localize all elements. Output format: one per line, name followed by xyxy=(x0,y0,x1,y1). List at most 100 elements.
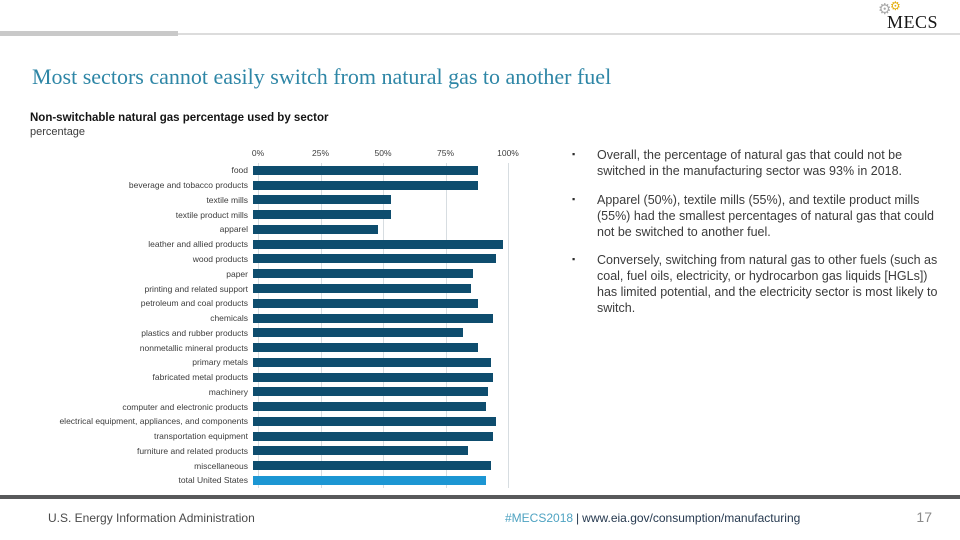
gridline xyxy=(320,163,322,488)
page-title: Most sectors cannot easily switch from n… xyxy=(32,64,612,89)
page-number: 17 xyxy=(916,509,932,525)
chart-row: petroleum and coal products xyxy=(30,296,512,311)
category-label: petroleum and coal products xyxy=(140,298,248,309)
bar-track xyxy=(253,195,512,205)
category-label: wood products xyxy=(192,253,248,264)
header-divider xyxy=(0,33,960,35)
bar-track xyxy=(253,210,512,220)
bar-track xyxy=(253,475,512,485)
footer-organization: U.S. Energy Information Administration xyxy=(48,511,255,525)
bar xyxy=(253,343,478,353)
chart-row: leather and allied products xyxy=(30,237,512,252)
bar xyxy=(253,298,478,308)
chart-unit-label: percentage xyxy=(30,126,86,138)
bullet-text: Overall, the percentage of natural gas t… xyxy=(597,148,903,178)
bar xyxy=(253,239,503,249)
chart-rows: food beverage and tobacco products textile… xyxy=(30,163,512,488)
category-label: computer and electronic products xyxy=(122,401,248,412)
bar xyxy=(253,357,491,367)
x-tick-label: 75% xyxy=(436,148,455,158)
category-label: plastics and rubber products xyxy=(141,327,248,338)
bar xyxy=(253,475,486,485)
footer-hashtag: #MECS2018 xyxy=(505,511,574,525)
category-label: machinery xyxy=(208,386,248,397)
bullet-text: Apparel (50%), textile mills (55%), and … xyxy=(597,192,935,239)
footer-link: #MECS2018 | www.eia.gov/consumption/manufa… xyxy=(505,511,800,525)
bar-track xyxy=(253,372,512,382)
category-label: food xyxy=(231,165,248,176)
category-label: electrical equipment, appliances, and co… xyxy=(59,416,248,427)
category-label: transportation equipment xyxy=(153,431,248,442)
category-label: fabricated metal products xyxy=(152,372,248,383)
gear-icon: ⚙ xyxy=(878,1,892,18)
x-axis: 0% 25% 50% 75% 100% xyxy=(30,148,519,162)
bar xyxy=(253,431,493,441)
chart-row: total United States xyxy=(30,473,512,488)
category-label: apparel xyxy=(219,224,248,235)
gridline xyxy=(258,163,259,488)
category-label: beverage and tobacco products xyxy=(128,180,248,191)
bar-track xyxy=(253,387,512,397)
bar-track xyxy=(253,269,512,279)
bar-track xyxy=(253,461,512,471)
chart-row: wood products xyxy=(30,252,512,267)
bar-track xyxy=(253,431,512,441)
bullet-item: ▪ Overall, the percentage of natural gas … xyxy=(565,148,943,180)
category-label: furniture and related products xyxy=(136,445,248,456)
chart-row: miscellaneous xyxy=(30,458,512,473)
chart-row: printing and related support xyxy=(30,281,512,296)
bar-track xyxy=(253,357,512,367)
footer-divider xyxy=(0,495,960,499)
category-label: leather and allied products xyxy=(148,239,248,250)
gridline xyxy=(383,163,384,488)
bar-track xyxy=(253,239,512,249)
bullet-text: Conversely, switching from natural gas t… xyxy=(597,253,938,315)
mecs-logo: ⚙ ⚙ MECS xyxy=(876,0,956,35)
chart-row: textile mills xyxy=(30,193,512,208)
x-tick-label: 25% xyxy=(311,148,330,158)
bar xyxy=(253,372,493,382)
gridline xyxy=(508,163,509,488)
chart-row: primary metals xyxy=(30,355,512,370)
bar-track xyxy=(253,224,512,234)
bar-track xyxy=(253,328,512,338)
x-tick-label: 0% xyxy=(251,148,265,158)
chart-row: apparel xyxy=(30,222,512,237)
bar xyxy=(253,195,391,205)
bullet-list: ▪ Overall, the percentage of natural gas … xyxy=(565,148,943,330)
x-tick-label: 100% xyxy=(497,148,519,158)
chart-row: beverage and tobacco products xyxy=(30,178,512,193)
chart-row: computer and electronic products xyxy=(30,399,512,414)
chart-heading: Non-switchable natural gas percentage us… xyxy=(30,112,329,124)
chart-row: plastics and rubber products xyxy=(30,325,512,340)
category-label: printing and related support xyxy=(144,283,249,294)
bullet-item: ▪ Conversely, switching from natural gas … xyxy=(565,253,943,317)
bar xyxy=(253,165,478,175)
category-label: chemicals xyxy=(210,313,248,324)
chart-row: transportation equipment xyxy=(30,429,512,444)
gridline xyxy=(445,163,447,488)
bar xyxy=(253,446,468,456)
chart-row: furniture and related products xyxy=(30,444,512,459)
category-label: textile mills xyxy=(206,194,248,205)
gridlines xyxy=(30,163,512,488)
footer-url: www.eia.gov/consumption/manufacturing xyxy=(582,511,801,525)
bar xyxy=(253,313,493,323)
footer-separator: | xyxy=(576,511,580,525)
bar xyxy=(253,402,486,412)
bar xyxy=(253,328,463,338)
bar xyxy=(253,387,488,397)
bar-track xyxy=(253,416,512,426)
chart-row: textile product mills xyxy=(30,207,512,222)
bar-track xyxy=(253,254,512,264)
gear-icon-gold: ⚙ xyxy=(890,0,901,13)
bar xyxy=(253,224,378,234)
bullet-marker-icon: ▪ xyxy=(572,254,576,265)
chart-row: nonmetallic mineral products xyxy=(30,340,512,355)
bullet-item: ▪ Apparel (50%), textile mills (55%), and… xyxy=(565,193,943,241)
logo-text: MECS xyxy=(887,12,939,32)
bar-track xyxy=(253,284,512,293)
category-label: primary metals xyxy=(192,357,248,368)
x-tick-label: 50% xyxy=(374,148,392,158)
bar xyxy=(253,269,473,279)
